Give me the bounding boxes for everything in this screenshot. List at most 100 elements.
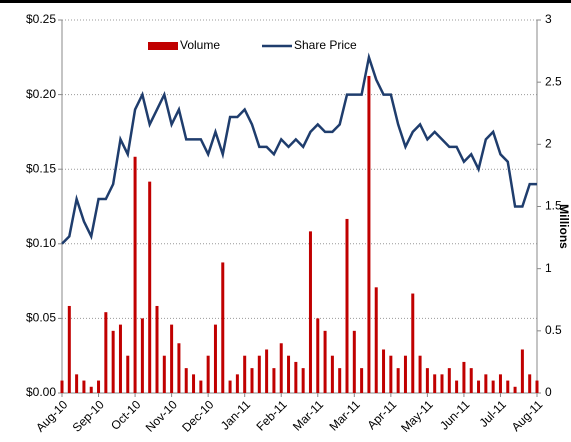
- volume-bar: [425, 368, 429, 393]
- volume-bar: [148, 181, 152, 393]
- volume-bar: [345, 218, 349, 393]
- volume-bar: [411, 293, 415, 393]
- volume-bar: [484, 374, 488, 393]
- y2-axis-label: Millions: [557, 204, 571, 249]
- volume-bar: [89, 386, 93, 393]
- volume-bar: [60, 380, 64, 393]
- y-tick-label: $0.25: [26, 12, 56, 26]
- x-tick-label: Nov-10: [143, 397, 180, 434]
- x-tick-label: Sep-10: [70, 397, 107, 434]
- volume-bar: [433, 374, 437, 393]
- volume-bar: [535, 380, 539, 393]
- volume-bar: [243, 355, 247, 393]
- x-tick-label: Jun-11: [437, 397, 472, 432]
- x-tick-label: May-11: [398, 397, 436, 435]
- volume-bar: [177, 343, 181, 393]
- y-tick-label: $0.20: [26, 87, 56, 101]
- volume-bar: [279, 343, 283, 393]
- volume-bar: [316, 318, 320, 393]
- volume-bar: [498, 374, 502, 393]
- volume-bar: [352, 330, 356, 393]
- volume-bar: [118, 324, 122, 393]
- volume-bar: [192, 374, 196, 393]
- volume-bar: [506, 380, 510, 393]
- volume-bar: [477, 380, 481, 393]
- volume-bar: [272, 368, 276, 393]
- legend-swatch: [148, 42, 178, 50]
- volume-bar: [235, 374, 239, 393]
- x-tick-label: Feb-11: [253, 397, 289, 433]
- volume-bar: [323, 330, 327, 393]
- x-tick-label: Aug-10: [33, 397, 70, 434]
- volume-bar: [257, 355, 261, 393]
- volume-bar: [162, 355, 166, 393]
- volume-bar: [367, 75, 371, 393]
- x-tick-label: Aug-11: [509, 397, 546, 434]
- volume-bar: [491, 380, 495, 393]
- x-tick-label: Oct-10: [108, 397, 144, 433]
- volume-bar: [228, 380, 232, 393]
- volume-bar: [221, 262, 225, 393]
- x-tick-label: Jan-11: [218, 397, 253, 432]
- x-tick-label: Apr-11: [364, 397, 399, 432]
- volume-bar: [418, 355, 422, 393]
- volume-bar: [338, 368, 342, 393]
- volume-bar: [184, 368, 188, 393]
- volume-bar: [97, 380, 101, 393]
- y-tick-label: $0.00: [26, 385, 56, 399]
- y-tick-label: $0.05: [26, 311, 56, 325]
- volume-bar: [199, 380, 203, 393]
- y2-tick-label: 1: [545, 261, 552, 275]
- volume-bar: [265, 349, 269, 393]
- volume-bar: [528, 374, 532, 393]
- volume-bar: [513, 386, 517, 393]
- volume-bar: [469, 368, 473, 393]
- y-tick-label: $0.10: [26, 236, 56, 250]
- volume-bar: [170, 324, 174, 393]
- volume-bar: [111, 330, 115, 393]
- volume-bar: [520, 349, 524, 393]
- y-tick-label: $0.15: [26, 161, 56, 175]
- y2-tick-label: 0: [545, 385, 552, 399]
- volume-bar: [206, 355, 210, 393]
- volume-bar: [308, 231, 312, 393]
- y2-tick-label: 0.5: [545, 323, 562, 337]
- x-tick-label: Dec-10: [179, 397, 216, 434]
- volume-bar: [374, 287, 378, 393]
- volume-bar: [330, 355, 334, 393]
- y2-tick-label: 3: [545, 12, 552, 26]
- volume-bar: [67, 305, 71, 393]
- volume-bar: [294, 361, 298, 393]
- volume-bar: [301, 368, 305, 393]
- volume-bar: [403, 355, 407, 393]
- volume-bar: [440, 374, 444, 393]
- volume-bar: [126, 355, 130, 393]
- legend-label: Share Price: [294, 38, 357, 52]
- volume-bar: [360, 368, 364, 393]
- volume-bar: [447, 368, 451, 393]
- x-tick-label: Jul-11: [476, 397, 509, 430]
- x-tick-label: Mar-11: [290, 397, 326, 433]
- volume-bar: [389, 355, 393, 393]
- y2-tick-label: 1.5: [545, 199, 562, 213]
- volume-bar: [213, 324, 217, 393]
- volume-bar: [140, 318, 144, 393]
- volume-bar: [382, 349, 386, 393]
- volume-bar: [462, 361, 466, 393]
- volume-bar: [396, 368, 400, 393]
- x-tick-label: Mar-11: [327, 397, 363, 433]
- volume-bar: [75, 374, 79, 393]
- volume-bar: [250, 368, 254, 393]
- legend-label: Volume: [180, 38, 220, 52]
- top-border: [0, 0, 571, 3]
- volume-bar: [82, 380, 86, 393]
- volume-bar: [133, 156, 137, 393]
- price-line: [61, 52, 537, 245]
- volume-bar: [155, 305, 159, 393]
- volume-bar: [455, 380, 459, 393]
- y2-tick-label: 2.5: [545, 74, 562, 88]
- volume-bar: [287, 355, 291, 393]
- y2-tick-label: 2: [545, 137, 552, 151]
- volume-bar: [104, 312, 108, 393]
